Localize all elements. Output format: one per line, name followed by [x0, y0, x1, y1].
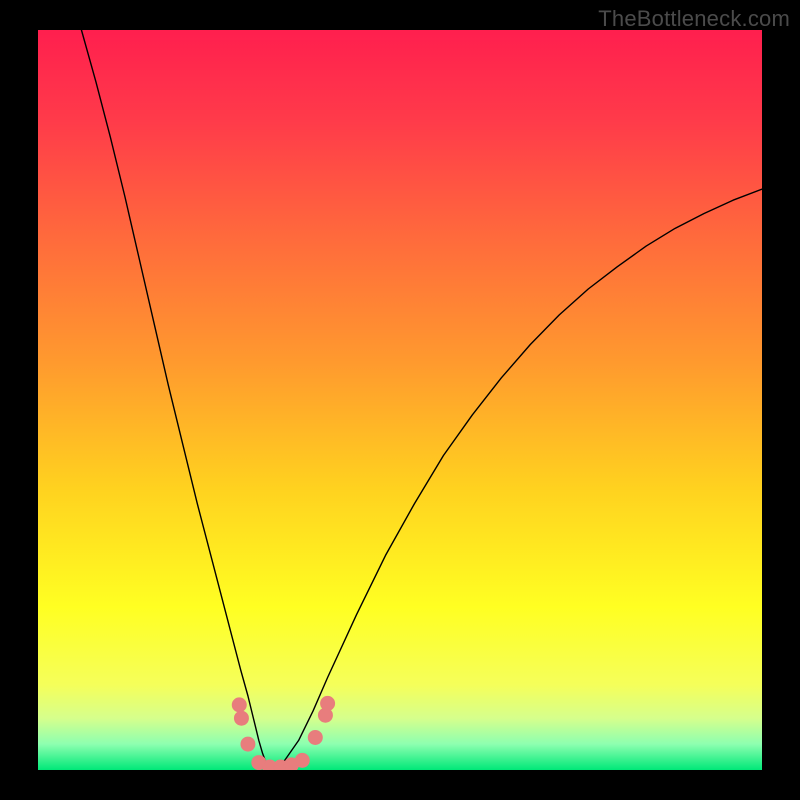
bottleneck-chart — [38, 30, 762, 770]
data-marker — [241, 737, 255, 751]
data-marker — [308, 730, 322, 744]
data-marker — [234, 711, 248, 725]
data-marker — [295, 753, 309, 767]
chart-root: TheBottleneck.com — [0, 0, 800, 800]
watermark-text: TheBottleneck.com — [598, 6, 790, 32]
data-marker — [321, 696, 335, 710]
data-marker — [232, 698, 246, 712]
gradient-background — [38, 30, 762, 770]
